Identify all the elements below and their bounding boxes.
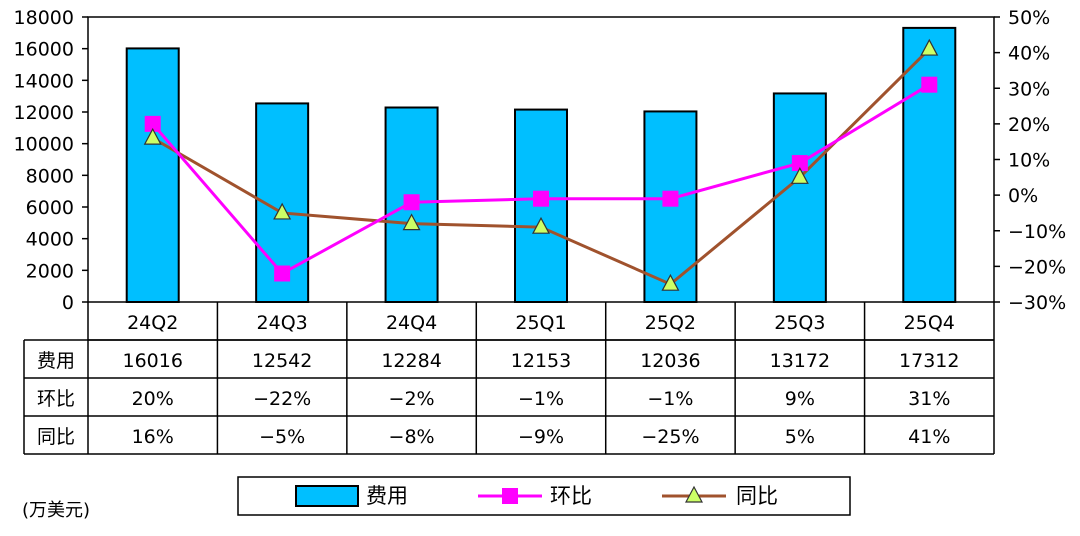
right-tick-label: 20% [1008, 114, 1050, 136]
left-tick-label: 10000 [14, 134, 74, 156]
yoy-point-25Q2 [661, 273, 680, 291]
legend-label: 费用 [366, 484, 408, 508]
x-tick-label: 25Q2 [645, 312, 696, 334]
left-tick-label: 14000 [14, 70, 74, 92]
data-label: 9% [785, 388, 815, 410]
right-tick-label: 30% [1008, 78, 1050, 100]
data-label: −1% [647, 388, 693, 410]
data-label: 12284 [381, 350, 441, 372]
legend: 费用 环比 同比 [237, 476, 851, 516]
axes-layer: 0 2000 4000 6000 8000 10000 12000 14000 16000 180… [14, 7, 1067, 314]
right-tick-label: −10% [1008, 221, 1066, 243]
left-tick-label: 4000 [26, 229, 74, 251]
right-tick-label: −30% [1008, 292, 1066, 314]
qoq-point-25Q2 [662, 190, 679, 207]
data-label: 12036 [640, 350, 700, 372]
x-tick-label: 25Q4 [904, 312, 955, 334]
right-tick-label: 0% [1008, 185, 1038, 207]
left-tick-label: 16000 [14, 39, 74, 61]
row-header: 环比 [37, 388, 75, 410]
data-label: 31% [908, 388, 950, 410]
x-tick-label: 25Q1 [515, 312, 566, 334]
data-label: 12542 [252, 350, 312, 372]
qoq-point-24Q3 [274, 265, 291, 282]
right-tick-label: 10% [1008, 150, 1050, 172]
yoy-point-25Q3 [790, 167, 809, 184]
yoy-point-24Q4 [402, 213, 421, 231]
data-label: −1% [518, 388, 564, 410]
data-label: −8% [389, 426, 435, 448]
data-table: 24Q2 24Q3 24Q4 25Q1 25Q2 25Q3 25Q4 费用 16016 12542… [23, 302, 995, 455]
data-label: −2% [389, 388, 435, 410]
x-tick-label: 25Q3 [774, 312, 825, 334]
data-label: −9% [518, 426, 564, 448]
data-label: −5% [259, 426, 305, 448]
right-tick-label: 40% [1008, 43, 1050, 65]
data-label: 20% [132, 388, 174, 410]
unit-label: (万美元) [22, 500, 90, 521]
legend-label: 同比 [736, 484, 778, 508]
qoq-point-25Q1 [533, 190, 549, 207]
data-label: −25% [641, 426, 699, 448]
qoq-point-24Q2 [144, 115, 161, 132]
left-tick-label: 12000 [14, 102, 74, 124]
right-tick-label: −20% [1008, 256, 1066, 278]
legend-marker-qoq [502, 488, 518, 504]
bar-24Q2 [125, 47, 180, 304]
left-tick-label: 0 [62, 292, 74, 314]
data-label: 13172 [770, 350, 830, 372]
qoq-point-25Q4 [921, 76, 938, 93]
data-label: −22% [253, 388, 311, 410]
left-tick-label: 2000 [26, 260, 74, 282]
bars-layer [125, 26, 957, 304]
data-label: 5% [785, 426, 815, 448]
left-tick-label: 8000 [26, 165, 74, 187]
legend-swatch-bar [295, 485, 359, 507]
yoy-point-24Q3 [273, 202, 292, 220]
left-tick-label: 6000 [26, 197, 74, 219]
bar-25Q3 [772, 92, 827, 304]
row-header: 同比 [37, 426, 75, 448]
right-tick-label: 50% [1008, 7, 1050, 29]
data-label: 12153 [511, 350, 571, 372]
yoy-point-25Q1 [532, 216, 550, 234]
legend-marker-yoy [685, 485, 703, 503]
x-tick-label: 24Q4 [386, 312, 437, 334]
x-tick-label: 24Q2 [127, 312, 178, 334]
x-tick-label: 24Q3 [257, 312, 308, 334]
left-tick-label: 18000 [14, 7, 74, 29]
qoq-point-25Q3 [791, 155, 808, 172]
data-label: 16016 [122, 350, 182, 372]
lines-layer [143, 38, 939, 291]
row-header: 费用 [37, 350, 75, 372]
bar-25Q4 [902, 26, 957, 303]
yoy-point-24Q2 [143, 127, 162, 145]
legend-label: 环比 [550, 484, 592, 508]
data-label: 16% [132, 426, 174, 448]
data-label: 41% [908, 426, 950, 448]
bar-25Q2 [643, 110, 698, 304]
data-label: 17312 [899, 350, 959, 372]
qoq-point-24Q4 [403, 194, 420, 211]
yoy-point-25Q4 [920, 38, 939, 56]
